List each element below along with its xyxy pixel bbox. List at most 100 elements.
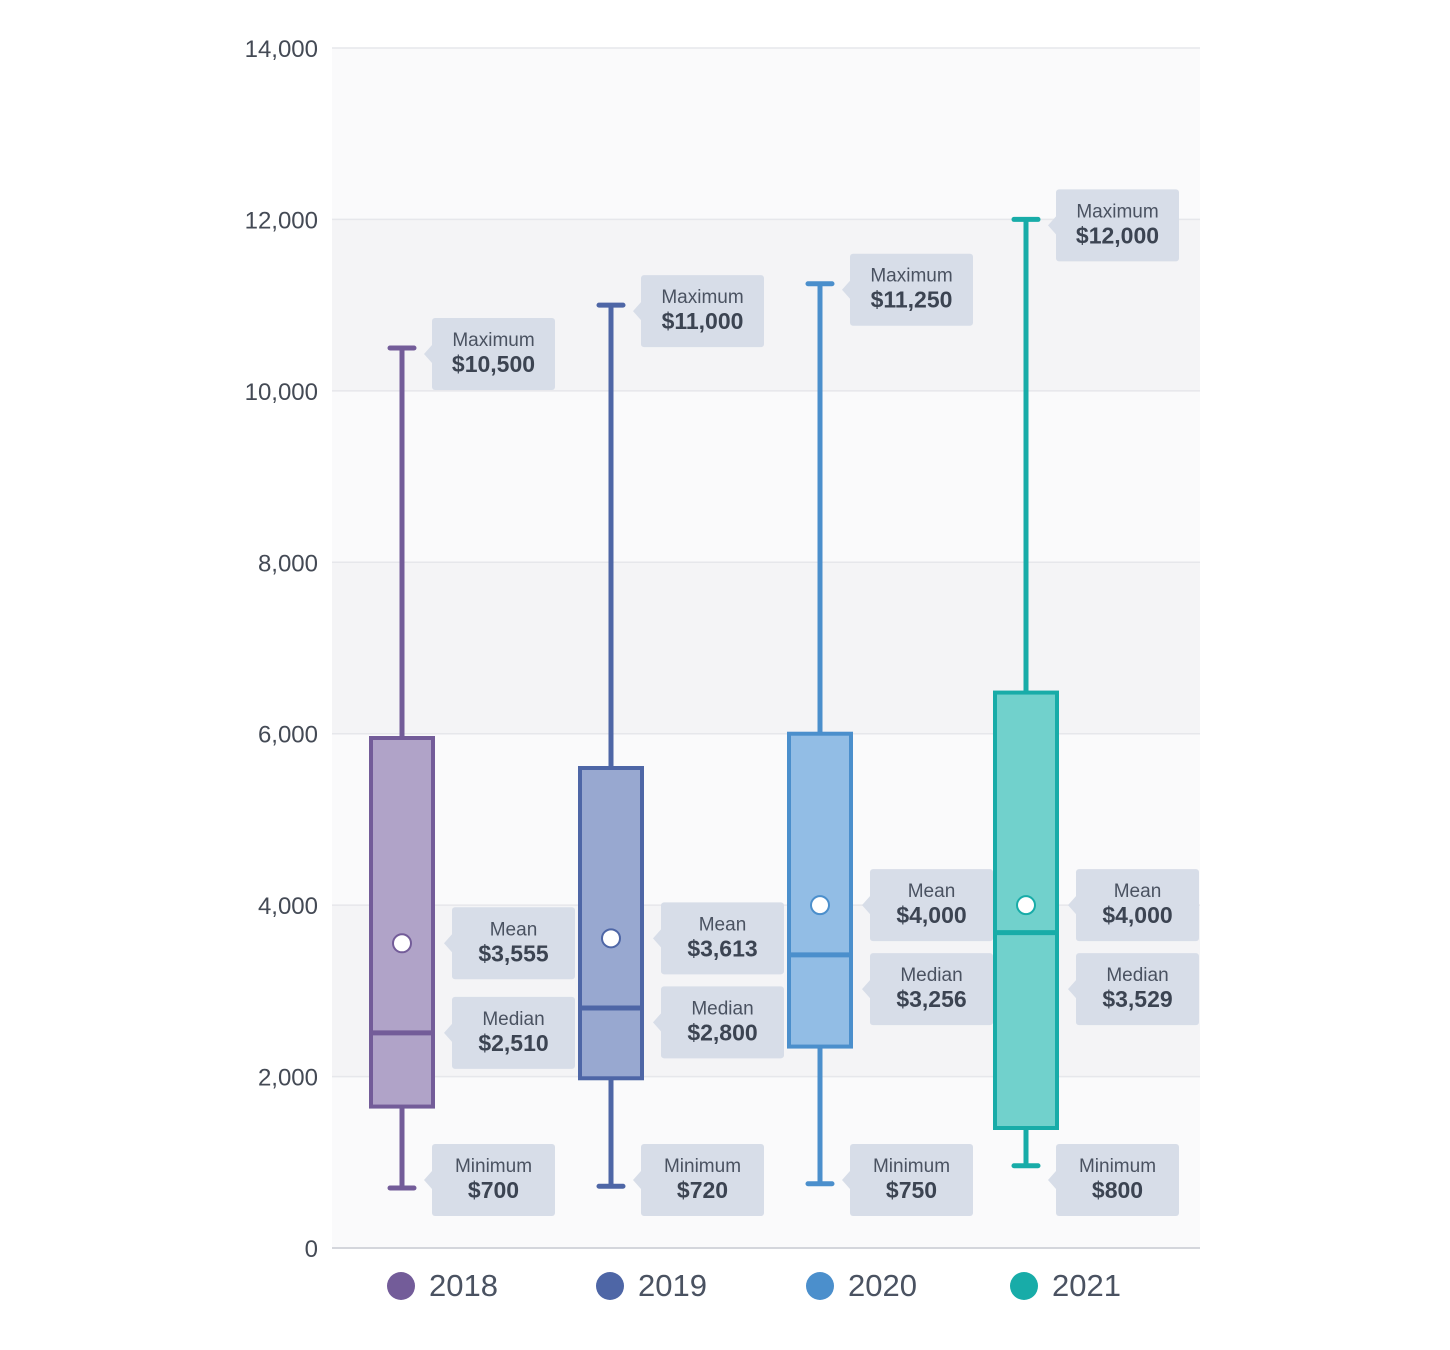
callout-pointer xyxy=(842,280,850,299)
callout-value: $800 xyxy=(1092,1177,1143,1203)
callout-pointer xyxy=(842,1171,850,1189)
callout-pointer xyxy=(653,1013,661,1032)
y-tick-label: 10,000 xyxy=(245,379,318,406)
callout-pointer xyxy=(444,1023,452,1042)
legend-item-2019[interactable]: 2019 xyxy=(596,1262,707,1310)
box-series xyxy=(369,216,1059,1191)
callout-value: $2,510 xyxy=(478,1030,548,1056)
callout-value: $3,555 xyxy=(478,940,549,966)
callout-title: Mean xyxy=(908,881,956,902)
y-tick-label: 0 xyxy=(305,1236,318,1262)
legend-item-2021[interactable]: 2021 xyxy=(1010,1262,1121,1310)
callout-value: $11,000 xyxy=(662,308,744,334)
legend-dot-icon xyxy=(596,1272,624,1300)
callout-title: Mean xyxy=(1114,881,1162,902)
value-callout: Median$2,800 xyxy=(653,986,784,1059)
iqr-box xyxy=(369,736,435,1109)
value-callout: Maximum$10,500 xyxy=(424,318,555,390)
callout-box xyxy=(1076,869,1199,942)
callout-title: Minimum xyxy=(1079,1156,1156,1177)
callout-title: Maximum xyxy=(452,330,534,351)
callout-title: Median xyxy=(1106,965,1168,986)
callout-pointer xyxy=(1048,216,1056,235)
y-tick-label: 2,000 xyxy=(258,1065,318,1092)
callout-box xyxy=(661,902,784,975)
value-callout: Median$3,256 xyxy=(862,953,993,1026)
callout-title: Maximum xyxy=(870,266,952,287)
callout-box xyxy=(1056,1144,1179,1216)
callout-pointer xyxy=(1068,896,1076,915)
callout-value: $720 xyxy=(677,1177,728,1203)
callout-pointer xyxy=(444,934,452,953)
plot-band xyxy=(332,390,1200,563)
value-callout: Median$2,510 xyxy=(444,996,575,1069)
value-callout: Maximum$11,250 xyxy=(842,253,973,326)
callout-pointer xyxy=(653,929,661,948)
callout-box xyxy=(850,253,973,326)
box-2020 xyxy=(787,281,853,1187)
callout-pointer xyxy=(1048,1171,1056,1189)
callout-box xyxy=(452,996,575,1069)
callout-title: Median xyxy=(482,1009,544,1030)
legend-item-2020[interactable]: 2020 xyxy=(806,1262,917,1310)
callout-value: $12,000 xyxy=(1076,222,1159,248)
callout-box xyxy=(870,953,993,1026)
y-axis: 0 2,000 4,000 6,000 8,000 10,000 12,000 14,000 xyxy=(245,36,318,1262)
callout-box xyxy=(432,318,555,390)
y-tick-label: 8,000 xyxy=(258,550,318,577)
value-callout: Mean$3,613 xyxy=(653,902,784,975)
callout-title: Median xyxy=(691,998,753,1019)
mean-marker xyxy=(1016,895,1036,916)
iqr-box xyxy=(787,731,853,1049)
value-callout: Maximum$11,000 xyxy=(633,275,764,348)
legend: 2018 2019 2020 2021 xyxy=(0,1262,1450,1310)
callout-value: $11,250 xyxy=(871,287,953,313)
callout-value: $700 xyxy=(468,1177,519,1203)
callout-value: $4,000 xyxy=(1102,902,1172,928)
callout-box xyxy=(432,1144,555,1216)
legend-label: 2018 xyxy=(429,1268,498,1303)
callout-box xyxy=(641,275,764,348)
box-plot-chart: 02,0004,0006,0008,00010,00012,00014,000 … xyxy=(245,36,1200,1262)
callout-box xyxy=(850,1144,973,1216)
box-2019 xyxy=(578,302,644,1189)
plot-band xyxy=(332,733,1200,906)
value-callout: Minimum$800 xyxy=(1048,1144,1179,1216)
mean-marker xyxy=(392,933,412,954)
legend-label: 2019 xyxy=(638,1268,707,1303)
callout-pointer xyxy=(424,1171,432,1189)
legend-dot-icon xyxy=(387,1272,415,1300)
legend-item-2018[interactable]: 2018 xyxy=(387,1262,498,1310)
callout-title: Mean xyxy=(490,919,538,940)
callout-box xyxy=(452,907,575,980)
callout-pointer xyxy=(862,980,870,999)
callout-title: Maximum xyxy=(661,287,743,308)
y-tick-label: 4,000 xyxy=(258,893,318,920)
y-tick-label: 6,000 xyxy=(258,722,318,749)
callout-box xyxy=(870,869,993,942)
callout-value: $3,613 xyxy=(687,935,757,961)
legend-dot-icon xyxy=(1010,1272,1038,1300)
callout-value: $2,800 xyxy=(687,1019,757,1045)
callout-title: Minimum xyxy=(873,1156,950,1177)
box-2018 xyxy=(369,345,435,1191)
callout-value: $4,000 xyxy=(896,902,966,928)
callout-title: Minimum xyxy=(455,1156,532,1177)
y-tick-label: 14,000 xyxy=(245,36,318,63)
value-callouts: Maximum$10,500Minimum$700Mean$3,555Media… xyxy=(424,189,1199,1216)
value-callout: Median$3,529 xyxy=(1068,953,1199,1026)
callout-box xyxy=(641,1144,764,1216)
callout-title: Minimum xyxy=(664,1156,741,1177)
callout-value: $10,500 xyxy=(452,351,535,377)
callout-pointer xyxy=(424,345,432,363)
callout-pointer xyxy=(1068,980,1076,999)
legend-dot-icon xyxy=(806,1272,834,1300)
callout-box xyxy=(661,986,784,1059)
value-callout: Minimum$720 xyxy=(633,1144,764,1216)
legend-label: 2020 xyxy=(848,1268,917,1303)
callout-box xyxy=(1076,953,1199,1026)
value-callout: Maximum$12,000 xyxy=(1048,189,1179,262)
legend-label: 2021 xyxy=(1052,1268,1121,1303)
value-callout: Mean$4,000 xyxy=(862,869,993,942)
plot-band xyxy=(332,48,1200,220)
